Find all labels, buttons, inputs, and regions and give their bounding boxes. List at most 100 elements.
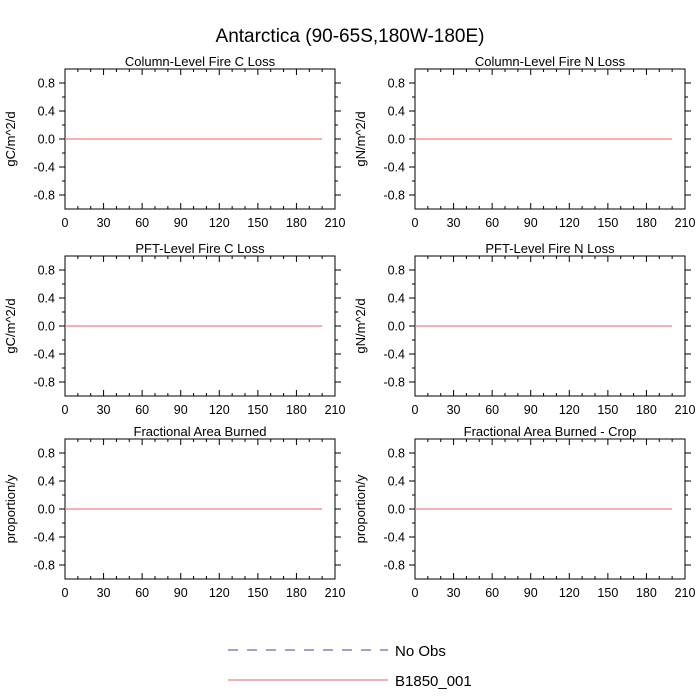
y-tick-label: 0.4 xyxy=(388,105,405,119)
y-tick-label: 0.8 xyxy=(388,447,405,461)
x-tick-label: 30 xyxy=(447,586,461,600)
figure-title: Antarctica (90-65S,180W-180E) xyxy=(216,26,485,47)
x-tick-label: 90 xyxy=(174,403,188,417)
x-tick-label: 0 xyxy=(62,216,69,230)
y-tick-label: -0.8 xyxy=(383,189,405,203)
panel-title: PFT-Level Fire N Loss xyxy=(485,241,615,256)
x-tick-label: 210 xyxy=(675,586,696,600)
x-tick-label: 120 xyxy=(209,403,230,417)
chart-panel-2: 0 30 60 90 120 150 180 210 0.8 0.4 0.0 -0.4 -0.8 PFT-… xyxy=(3,241,345,417)
panel-title: Fractional Area Burned - Crop xyxy=(464,424,637,439)
x-tick-label: 180 xyxy=(636,403,657,417)
y-tick-label: 0.0 xyxy=(38,133,55,147)
y-tick-label: 0.4 xyxy=(388,292,405,306)
y-tick-label: -0.8 xyxy=(383,559,405,573)
panel-title: Column-Level Fire N Loss xyxy=(475,54,626,69)
chart-panel-0: 0 30 60 90 120 150 180 210 0.8 0.4 0.0 -0.4 -0.8 Colu… xyxy=(3,54,345,230)
x-tick-label: 150 xyxy=(597,403,618,417)
x-tick-label: 0 xyxy=(62,586,69,600)
x-tick-label: 60 xyxy=(485,586,499,600)
y-axis-label: proportion/y xyxy=(3,474,18,543)
y-tick-label: -0.4 xyxy=(33,161,55,175)
x-tick-label: 60 xyxy=(485,216,499,230)
y-tick-label: 0.0 xyxy=(388,503,405,517)
y-axis-label: gN/m^2/d xyxy=(353,298,368,353)
y-tick-label: -0.4 xyxy=(383,531,405,545)
y-tick-label: 0.8 xyxy=(38,77,55,91)
x-tick-label: 120 xyxy=(209,216,230,230)
x-tick-label: 120 xyxy=(559,586,580,600)
y-axis-label: proportion/y xyxy=(353,474,368,543)
x-tick-label: 90 xyxy=(174,586,188,600)
x-tick-label: 90 xyxy=(524,403,538,417)
y-tick-label: 0.4 xyxy=(38,292,55,306)
x-tick-label: 30 xyxy=(97,216,111,230)
chart-panel-1: 0 30 60 90 120 150 180 210 0.8 0.4 0.0 -0.4 -0.8 Colu… xyxy=(353,54,695,230)
x-tick-label: 60 xyxy=(135,403,149,417)
y-tick-label: 0.8 xyxy=(388,264,405,278)
x-tick-label: 90 xyxy=(174,216,188,230)
x-tick-label: 210 xyxy=(675,403,696,417)
y-tick-label: -0.8 xyxy=(33,559,55,573)
x-tick-label: 180 xyxy=(286,403,307,417)
x-tick-label: 60 xyxy=(485,403,499,417)
x-tick-label: 150 xyxy=(247,216,268,230)
y-tick-label: 0.8 xyxy=(388,77,405,91)
x-tick-label: 0 xyxy=(412,586,419,600)
x-tick-label: 150 xyxy=(597,216,618,230)
x-tick-label: 0 xyxy=(412,216,419,230)
y-tick-label: -0.8 xyxy=(33,376,55,390)
x-tick-label: 210 xyxy=(325,403,346,417)
y-tick-label: 0.8 xyxy=(38,447,55,461)
chart-panel-5: 0 30 60 90 120 150 180 210 0.8 0.4 0.0 -0.4 -0.8 Frac… xyxy=(353,424,695,600)
panel-title: Fractional Area Burned xyxy=(134,424,267,439)
chart-panel-4: 0 30 60 90 120 150 180 210 0.8 0.4 0.0 -0.4 -0.8 Frac… xyxy=(3,424,345,600)
y-tick-label: 0.4 xyxy=(38,105,55,119)
x-tick-label: 0 xyxy=(412,403,419,417)
y-tick-label: 0.0 xyxy=(38,503,55,517)
y-axis-label: gN/m^2/d xyxy=(353,111,368,166)
x-tick-label: 90 xyxy=(524,586,538,600)
x-tick-label: 30 xyxy=(97,403,111,417)
y-tick-label: -0.4 xyxy=(383,348,405,362)
x-tick-label: 180 xyxy=(636,216,657,230)
y-tick-label: -0.4 xyxy=(33,531,55,545)
y-tick-label: 0.8 xyxy=(38,264,55,278)
x-tick-label: 210 xyxy=(325,216,346,230)
y-tick-label: 0.4 xyxy=(388,475,405,489)
x-tick-label: 30 xyxy=(447,403,461,417)
y-tick-label: -0.8 xyxy=(383,376,405,390)
y-tick-label: 0.0 xyxy=(388,133,405,147)
x-tick-label: 210 xyxy=(325,586,346,600)
x-tick-label: 90 xyxy=(524,216,538,230)
panel-title: Column-Level Fire C Loss xyxy=(125,54,276,69)
y-axis-label: gC/m^2/d xyxy=(3,111,18,166)
x-tick-label: 150 xyxy=(247,586,268,600)
panel-title: PFT-Level Fire C Loss xyxy=(135,241,265,256)
y-tick-label: 0.0 xyxy=(388,320,405,334)
legend-label-b1850-001: B1850_001 xyxy=(395,673,472,690)
x-tick-label: 30 xyxy=(97,586,111,600)
x-tick-label: 0 xyxy=(62,403,69,417)
x-tick-label: 120 xyxy=(559,216,580,230)
y-axis-label: gC/m^2/d xyxy=(3,298,18,353)
y-tick-label: -0.4 xyxy=(33,348,55,362)
chart-panel-3: 0 30 60 90 120 150 180 210 0.8 0.4 0.0 -0.4 -0.8 PFT-… xyxy=(353,241,695,417)
x-tick-label: 120 xyxy=(209,586,230,600)
y-tick-label: 0.0 xyxy=(38,320,55,334)
x-tick-label: 150 xyxy=(247,403,268,417)
x-tick-label: 120 xyxy=(559,403,580,417)
x-tick-label: 30 xyxy=(447,216,461,230)
x-tick-label: 60 xyxy=(135,216,149,230)
x-tick-label: 180 xyxy=(286,216,307,230)
y-tick-label: -0.4 xyxy=(383,161,405,175)
legend-label-no-obs: No Obs xyxy=(395,643,446,660)
chart-panels: 0 30 60 90 120 150 180 210 0.8 0.4 0.0 -0.4 -0.8 Colu… xyxy=(3,54,695,600)
x-tick-label: 180 xyxy=(636,586,657,600)
legend: No Obs B1850_001 xyxy=(228,643,472,690)
x-tick-label: 60 xyxy=(135,586,149,600)
x-tick-label: 180 xyxy=(286,586,307,600)
y-tick-label: 0.4 xyxy=(38,475,55,489)
